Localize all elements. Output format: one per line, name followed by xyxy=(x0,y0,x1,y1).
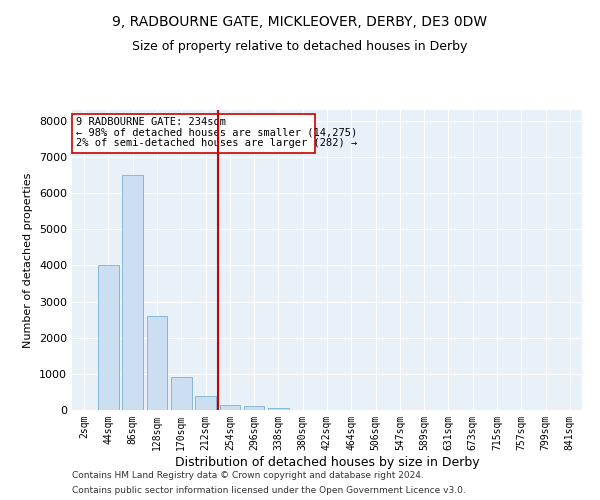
Text: Size of property relative to detached houses in Derby: Size of property relative to detached ho… xyxy=(133,40,467,53)
Text: 2% of semi-detached houses are larger (282) →: 2% of semi-detached houses are larger (2… xyxy=(76,138,357,148)
X-axis label: Distribution of detached houses by size in Derby: Distribution of detached houses by size … xyxy=(175,456,479,468)
Bar xyxy=(146,316,167,410)
Bar xyxy=(220,404,240,410)
Bar xyxy=(244,406,265,410)
Text: 9 RADBOURNE GATE: 234sqm: 9 RADBOURNE GATE: 234sqm xyxy=(76,116,226,126)
Text: Contains HM Land Registry data © Crown copyright and database right 2024.: Contains HM Land Registry data © Crown c… xyxy=(72,471,424,480)
Text: Contains public sector information licensed under the Open Government Licence v3: Contains public sector information licen… xyxy=(72,486,466,495)
Text: ← 98% of detached houses are smaller (14,275): ← 98% of detached houses are smaller (14… xyxy=(76,128,357,138)
FancyBboxPatch shape xyxy=(72,114,315,154)
Bar xyxy=(195,396,216,410)
Bar xyxy=(268,408,289,410)
Text: 9, RADBOURNE GATE, MICKLEOVER, DERBY, DE3 0DW: 9, RADBOURNE GATE, MICKLEOVER, DERBY, DE… xyxy=(112,15,488,29)
Bar xyxy=(171,378,191,410)
Y-axis label: Number of detached properties: Number of detached properties xyxy=(23,172,34,348)
Bar xyxy=(98,266,119,410)
Bar xyxy=(122,175,143,410)
